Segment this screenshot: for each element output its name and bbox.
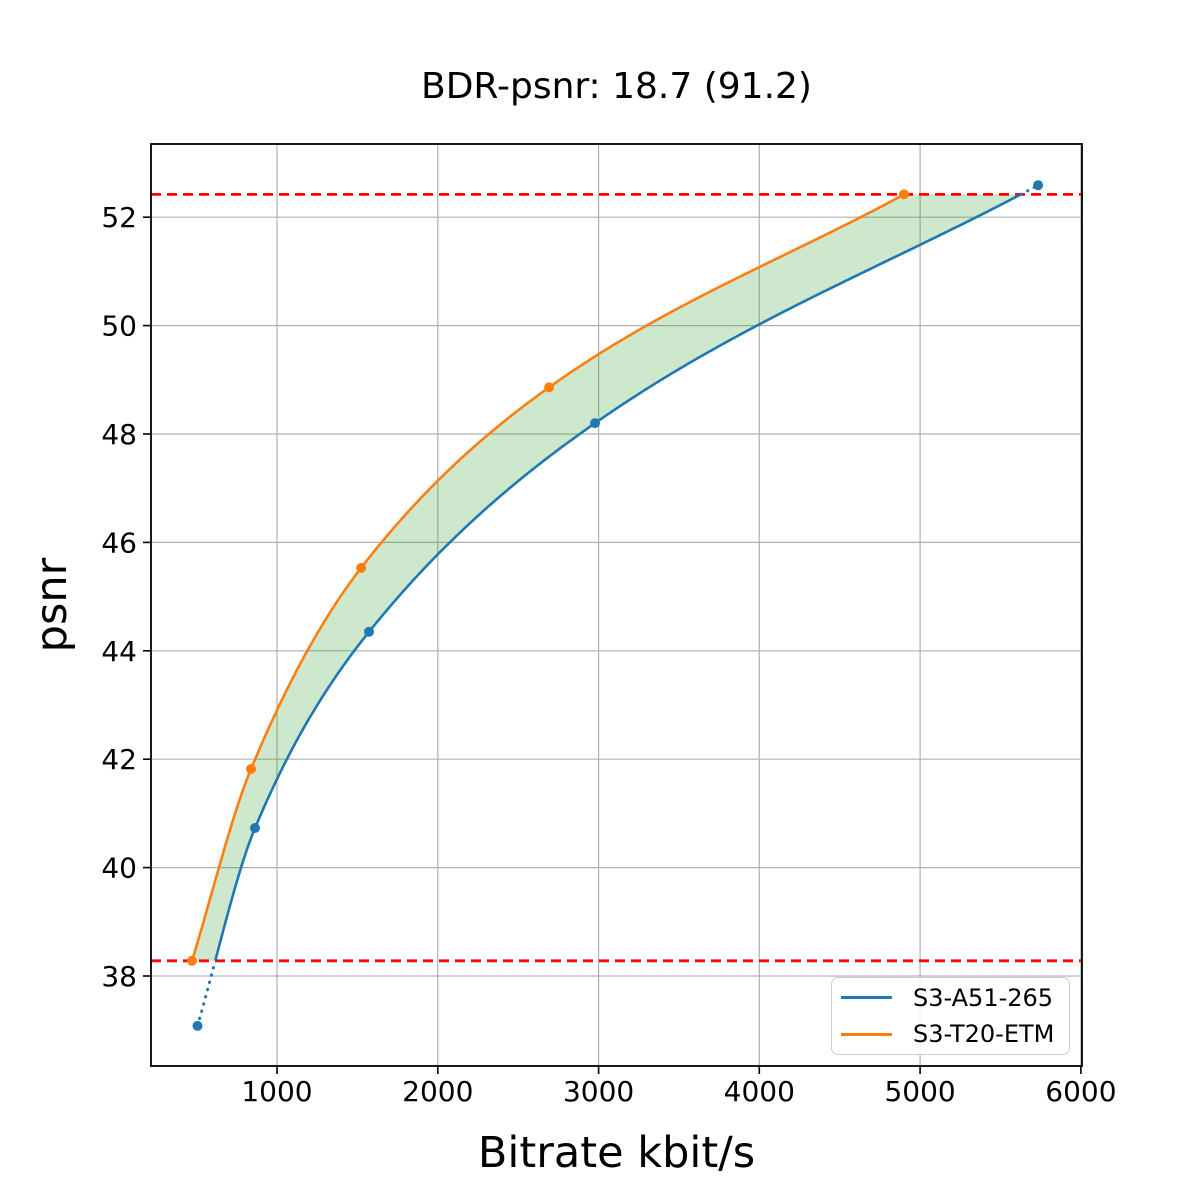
series-S3-T20-ETM (190, 193, 905, 962)
series-markers (192, 180, 1044, 1031)
gridlines (151, 144, 1082, 1066)
bd-shaded-region (192, 194, 1021, 961)
svg-text:42: 42 (101, 743, 137, 776)
data-point (899, 189, 909, 200)
series-S3-A51-265 (196, 183, 1040, 1028)
svg-text:1000: 1000 (241, 1075, 312, 1108)
series-line (213, 193, 1022, 962)
legend: S3-A51-265 S3-T20-ETM (831, 977, 1070, 1055)
svg-text:50: 50 (101, 310, 137, 343)
y-tick-labels: 38 40 42 44 46 48 50 52 (101, 201, 137, 993)
svg-text:40: 40 (101, 852, 137, 885)
data-point (187, 955, 197, 966)
legend-item-label: S3-A51-265 (913, 983, 1054, 1012)
plot-border (150, 143, 1083, 1067)
chart-title: BDR-psnr: 18.7 (91.2) (421, 66, 812, 107)
legend-item: S3-T20-ETM (841, 1017, 1069, 1051)
data-point (250, 823, 260, 833)
svg-text:44: 44 (101, 635, 137, 668)
series-line-dotted (196, 959, 217, 1028)
svg-text:2000: 2000 (402, 1075, 473, 1108)
data-point (544, 382, 555, 393)
svg-text:46: 46 (101, 526, 137, 559)
svg-text:5000: 5000 (884, 1075, 955, 1108)
legend-item: S3-A51-265 (841, 981, 1069, 1015)
data-point (192, 1020, 203, 1031)
series-line (190, 193, 905, 962)
series-markers (187, 189, 909, 966)
legend-item-label: S3-T20-ETM (913, 1020, 1055, 1049)
data-point (590, 418, 600, 429)
x-axis-label: Bitrate kbit/s (477, 1128, 756, 1178)
svg-text:4000: 4000 (724, 1075, 795, 1108)
svg-text:48: 48 (101, 418, 137, 451)
svg-text:6000: 6000 (1045, 1075, 1116, 1108)
svg-text:3000: 3000 (563, 1075, 634, 1108)
data-point (364, 626, 374, 637)
x-tick-labels: 1000 2000 3000 4000 5000 6000 (241, 1075, 1116, 1108)
y-axis-label: psnr (27, 557, 77, 653)
legend-line-swatch-icon (841, 1032, 892, 1036)
data-point (1033, 180, 1044, 191)
bd-overlap-lines (151, 192, 1082, 963)
data-point (246, 764, 256, 774)
svg-text:38: 38 (101, 960, 137, 993)
svg-text:52: 52 (101, 201, 137, 234)
data-point (356, 562, 367, 573)
legend-line-swatch-icon (841, 995, 892, 1000)
tick-marks (143, 216, 1082, 1074)
